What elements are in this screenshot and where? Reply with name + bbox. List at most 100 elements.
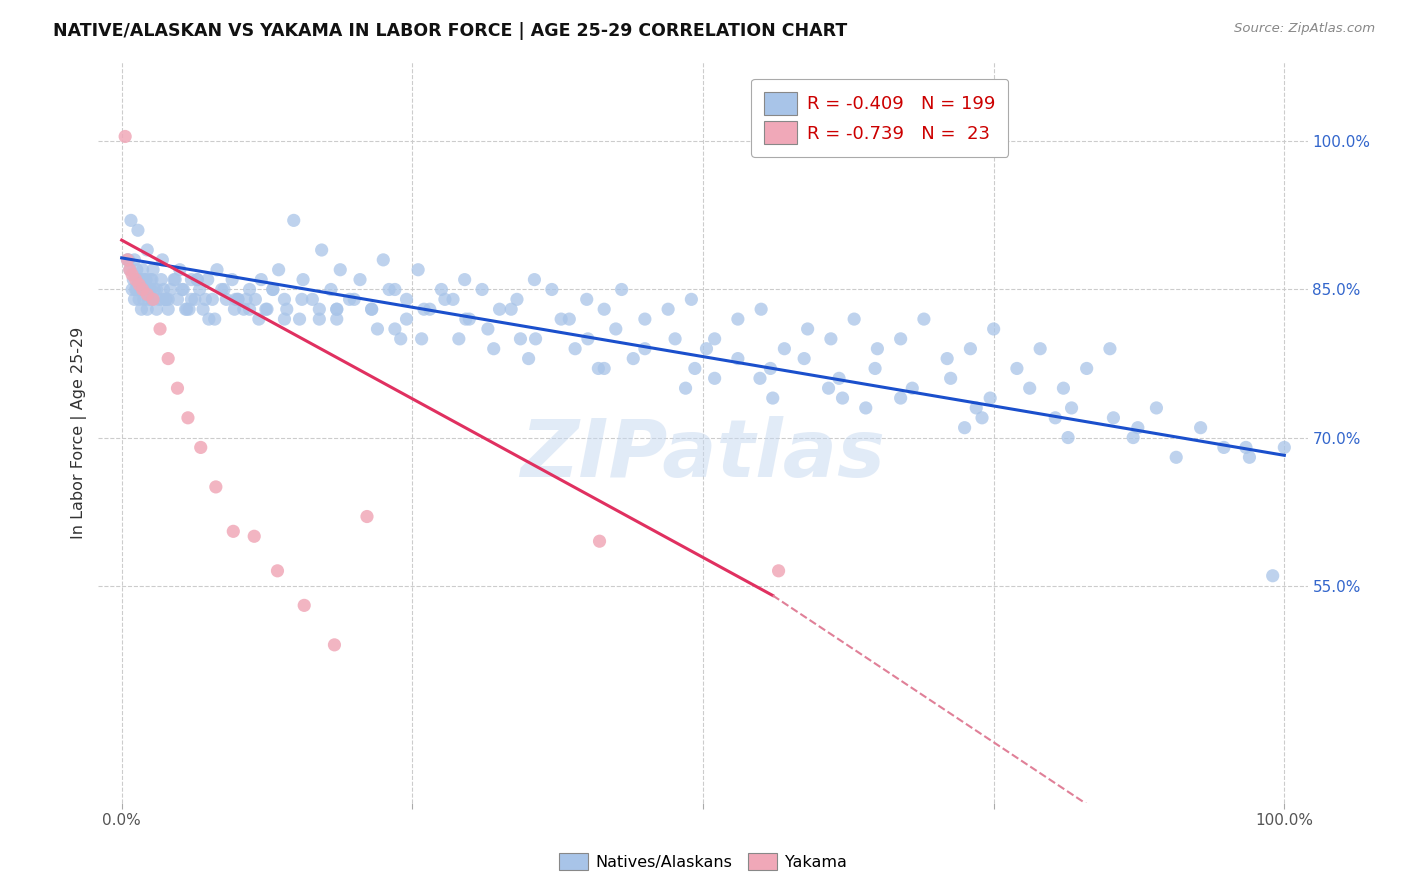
Point	[186, 272, 208, 286]
Point	[326, 312, 349, 326]
Point	[138, 283, 160, 297]
Point	[254, 302, 277, 317]
Point	[125, 283, 148, 297]
Point	[1060, 401, 1083, 415]
Point	[197, 272, 219, 286]
Point	[509, 332, 531, 346]
Point	[433, 293, 456, 307]
Point	[890, 332, 912, 346]
Point	[179, 302, 201, 317]
Point	[118, 262, 141, 277]
Point	[232, 302, 254, 317]
Point	[174, 302, 197, 317]
Point	[593, 361, 616, 376]
Point	[558, 312, 581, 326]
Point	[150, 252, 173, 267]
Point	[157, 351, 180, 366]
Point	[122, 272, 145, 286]
Point	[222, 524, 245, 539]
Point	[326, 302, 349, 317]
Point	[605, 322, 627, 336]
Y-axis label: In Labor Force | Age 25-29: In Labor Force | Age 25-29	[72, 326, 87, 539]
Point	[201, 293, 224, 307]
Point	[132, 293, 155, 307]
Point	[936, 351, 959, 366]
Point	[166, 381, 188, 395]
Point	[131, 302, 153, 317]
Point	[131, 262, 153, 277]
Point	[166, 293, 188, 307]
Point	[378, 283, 401, 297]
Point	[134, 283, 156, 297]
Point	[225, 293, 247, 307]
Point	[128, 293, 150, 307]
Point	[239, 283, 262, 297]
Point	[329, 262, 352, 277]
Point	[912, 312, 935, 326]
Point	[564, 342, 586, 356]
Point	[1272, 441, 1295, 455]
Point	[1018, 381, 1040, 395]
Point	[759, 361, 782, 376]
Point	[727, 351, 749, 366]
Point	[1057, 431, 1080, 445]
Point	[384, 283, 406, 297]
Point	[117, 252, 139, 267]
Point	[226, 293, 249, 307]
Point	[540, 283, 562, 297]
Point	[983, 322, 1005, 336]
Point	[211, 283, 233, 297]
Point	[749, 371, 772, 385]
Legend: Natives/Alaskans, Yakama: Natives/Alaskans, Yakama	[553, 847, 853, 877]
Point	[157, 302, 180, 317]
Point	[194, 293, 217, 307]
Point	[311, 243, 333, 257]
Point	[186, 272, 208, 286]
Point	[1239, 450, 1261, 465]
Point	[471, 283, 494, 297]
Point	[593, 302, 616, 317]
Point	[247, 312, 270, 326]
Point	[817, 381, 839, 395]
Point	[664, 332, 686, 346]
Point	[121, 283, 143, 297]
Point	[135, 272, 157, 286]
Point	[1098, 342, 1121, 356]
Point	[204, 312, 226, 326]
Point	[172, 283, 194, 297]
Point	[172, 283, 194, 297]
Point	[1144, 401, 1167, 415]
Point	[1189, 420, 1212, 434]
Point	[384, 322, 406, 336]
Point	[634, 342, 657, 356]
Point	[395, 312, 418, 326]
Point	[683, 361, 706, 376]
Point	[657, 302, 679, 317]
Point	[796, 322, 818, 336]
Text: ZIPatlas: ZIPatlas	[520, 416, 886, 494]
Point	[965, 401, 987, 415]
Point	[610, 283, 633, 297]
Point	[477, 322, 499, 336]
Point	[148, 293, 170, 307]
Point	[212, 283, 235, 297]
Point	[139, 283, 162, 297]
Point	[205, 262, 228, 277]
Point	[447, 332, 470, 346]
Point	[138, 293, 160, 307]
Point	[524, 332, 547, 346]
Point	[127, 272, 149, 286]
Point	[177, 410, 200, 425]
Text: NATIVE/ALASKAN VS YAKAMA IN LABOR FORCE | AGE 25-29 CORRELATION CHART: NATIVE/ALASKAN VS YAKAMA IN LABOR FORCE …	[53, 22, 848, 40]
Point	[139, 272, 162, 286]
Point	[169, 262, 191, 277]
Point	[1102, 410, 1125, 425]
Point	[152, 283, 174, 297]
Point	[273, 293, 295, 307]
Point	[131, 272, 153, 286]
Point	[118, 252, 141, 267]
Point	[114, 129, 136, 144]
Point	[349, 272, 371, 286]
Point	[762, 391, 785, 405]
Point	[703, 371, 725, 385]
